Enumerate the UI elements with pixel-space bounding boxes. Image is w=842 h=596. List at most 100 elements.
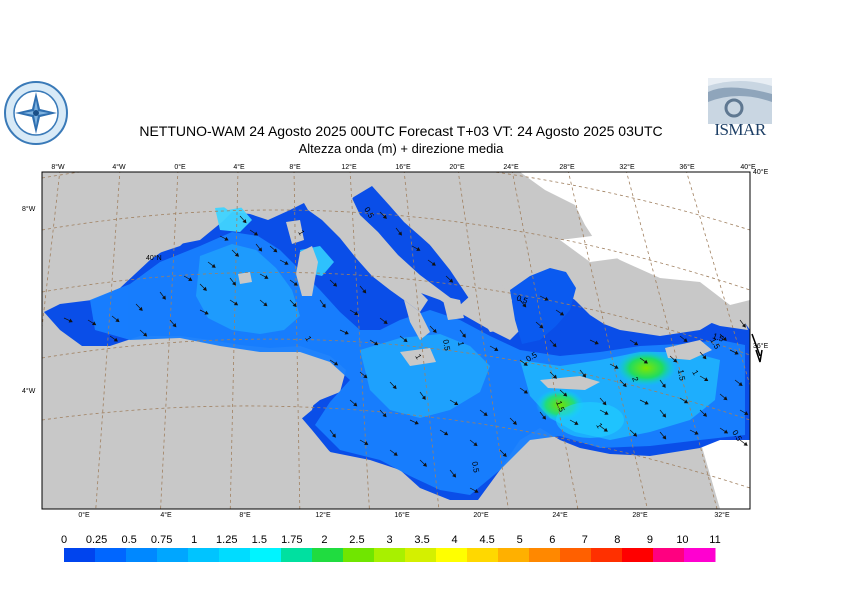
legend-swatch [250, 548, 282, 562]
legend-swatch [467, 548, 499, 562]
arrow-head [502, 452, 507, 457]
lon-label: 32°E [714, 511, 730, 519]
arrow-head [614, 364, 619, 369]
arrow-head [523, 361, 528, 366]
arrow-head [574, 421, 579, 425]
arrow-head [363, 374, 368, 379]
legend-swatch [219, 548, 251, 562]
arrow-head [744, 411, 749, 415]
contour-label: 1 [413, 353, 423, 362]
arrow-head [723, 429, 729, 434]
arrow-head [644, 400, 649, 405]
arrow-head [432, 328, 437, 333]
arrow-head [293, 281, 298, 286]
lon-label: 12°E [315, 511, 331, 519]
legend-label: 6 [549, 534, 556, 546]
arrow-head [542, 415, 546, 420]
arrow-head [331, 433, 336, 438]
lon-label: 28°E [632, 511, 648, 519]
arrow-head [344, 330, 349, 335]
arrow-head [461, 333, 466, 338]
lat-label-right: 36°E [753, 342, 769, 350]
lon-label: 8°E [289, 163, 301, 171]
arrow-head [559, 311, 565, 316]
arrow-head [474, 488, 479, 493]
legend-swatch [95, 548, 127, 562]
arrow-head [204, 310, 209, 315]
arrow-head [594, 340, 599, 345]
legend-label: 9 [646, 534, 653, 546]
contour-label: 2 [630, 376, 640, 384]
arrow-head [512, 420, 517, 425]
arrow-head [253, 231, 259, 236]
arrow-head [321, 303, 326, 308]
arrow-head [662, 413, 667, 418]
wave-direction-arrows [63, 211, 749, 493]
legend-swatch [591, 548, 623, 562]
lon-label: 20°E [449, 163, 465, 171]
arrow-head [284, 260, 289, 265]
arrow-head [683, 338, 688, 343]
arrow-head [582, 373, 587, 378]
arrow-head [92, 321, 97, 326]
lon-label: 28°E [559, 163, 575, 171]
arrow-head [263, 302, 268, 307]
legend-swatch [126, 548, 158, 562]
arrow-head [544, 296, 549, 301]
lon-label: 32°E [619, 163, 635, 171]
arrow-head [643, 359, 648, 364]
arrow-head [694, 430, 699, 435]
legend-swatch [653, 548, 685, 562]
ismar-logo: ISMAR [708, 78, 772, 142]
map-title: NETTUNO-WAM 24 Agosto 2025 00UTC Forecas… [139, 123, 663, 139]
legend-label: 7 [581, 534, 588, 546]
contour-label: 1 [296, 229, 306, 238]
arrow-head [113, 337, 118, 342]
arrow-head [702, 355, 707, 360]
legend-swatch [622, 548, 654, 562]
arrow-head [452, 473, 457, 478]
lon-label: 40°E [740, 163, 756, 171]
legend-swatch [436, 548, 468, 562]
legend-swatch [560, 548, 592, 562]
legend-label: 0 [60, 534, 68, 546]
lon-label: 8°W [51, 163, 65, 171]
color-legend [64, 548, 716, 562]
legend-swatch [281, 548, 313, 562]
bottom-longitude-labels: 0°E 4°E 8°E 12°E 16°E 20°E 24°E 28°E 32°… [78, 511, 730, 519]
arrow-head [233, 301, 239, 306]
arrow-head [523, 389, 528, 394]
arrow-head [211, 263, 216, 268]
arrow-head [392, 384, 397, 390]
legend-swatch [312, 548, 344, 562]
arrow-head [734, 350, 739, 355]
legend-label: 1.25 [216, 534, 238, 546]
black-sea-mask [520, 172, 750, 305]
arrow-head [431, 261, 436, 266]
lon-label: 16°E [394, 511, 410, 519]
arrow-head [383, 320, 388, 324]
legend-swatch [157, 548, 189, 562]
lat-label-left: 4°W [22, 387, 36, 395]
arrow-head [563, 392, 568, 397]
legend-swatch [405, 548, 437, 562]
legend-label: 4.5 [479, 534, 495, 546]
top-longitude-labels: 8°W 4°W 0°E 4°E 8°E 12°E 16°E 20°E 24°E … [51, 163, 756, 171]
arrow-head [454, 401, 459, 405]
arrow-head [354, 311, 359, 315]
arrow-head [242, 219, 247, 224]
arrow-head [258, 247, 263, 252]
arrow-head [398, 231, 402, 236]
contour-label: 0.5 [441, 339, 452, 352]
arrow-head [364, 441, 369, 445]
contour-label: 1 [594, 422, 604, 431]
legend-label: 0.25 [85, 534, 108, 546]
legend-swatch [64, 548, 96, 562]
legend-label: 1.75 [281, 534, 303, 546]
arrow-head [382, 413, 387, 418]
arrow-head [374, 341, 379, 346]
arrow-head [448, 278, 454, 283]
lon-label: 20°E [473, 511, 489, 519]
arrow-head [702, 412, 707, 417]
arrow-head [552, 374, 557, 379]
